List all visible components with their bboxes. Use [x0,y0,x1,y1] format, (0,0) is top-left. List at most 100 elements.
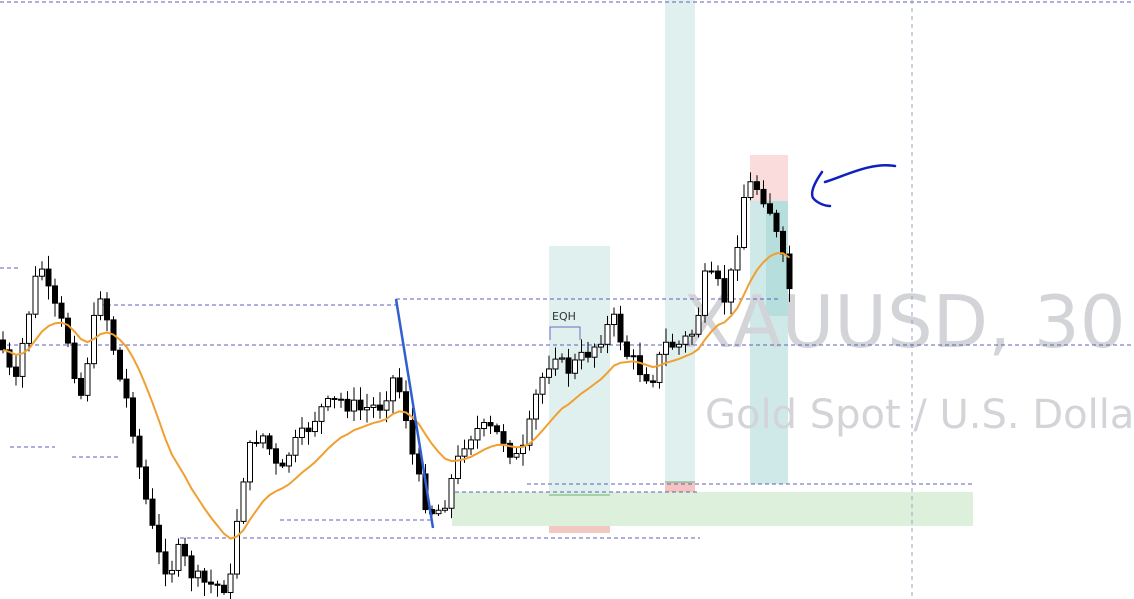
candle-body [45,268,52,287]
candle-body [364,407,370,411]
candle-body [136,435,143,468]
candle-body [123,378,130,399]
candle-body [656,353,663,383]
candle-body [448,478,455,509]
candle-body [0,339,6,351]
candle-body [637,355,643,376]
candle-body [533,393,539,420]
candle-body [396,377,403,393]
candle-body [546,368,552,378]
candle-body [676,343,682,348]
candle-body [760,188,767,205]
candle-body [786,253,793,290]
candle-body [585,351,591,358]
candle-body [552,358,559,370]
candle-body [331,397,338,400]
candle-body [598,343,604,348]
candle-body [117,349,123,380]
candle-body [292,436,299,456]
candle-body [130,397,136,437]
candle-body [780,230,786,255]
candle-body [71,342,78,379]
candle-body [338,398,344,401]
candle-body [624,341,630,357]
candle-body [728,269,734,303]
candle-body [617,313,624,343]
candle-body [299,427,305,438]
candle-body [266,435,273,450]
candle-body [435,509,442,515]
candle-body [578,351,585,361]
candle-body [650,380,656,383]
candle-body [221,584,227,594]
candle-body [39,268,45,277]
candle-body [149,498,156,526]
candle-body [572,359,578,374]
candle-body [390,377,396,402]
candle-body [520,444,526,455]
candle-body [487,422,494,427]
candles [0,172,793,599]
candle-body [604,324,611,345]
candle-body [565,357,572,374]
candle-body [494,425,500,433]
candle-body [208,581,214,585]
candle-body [734,246,741,271]
zone-red [750,155,788,201]
candle-body [773,212,780,232]
candle-body [708,270,715,273]
candle-body [260,435,266,444]
trend-line [394,298,435,529]
eqh-label: EQH [552,310,576,323]
candle-body [240,481,247,522]
candle-body [97,298,104,316]
candle-body [559,357,565,360]
candle-body [715,270,721,280]
candle-body [747,181,754,199]
eqh-bracket [549,326,581,340]
candle-body [201,570,208,583]
candle-body [507,442,513,458]
candle-body [227,573,234,594]
candle-body [195,570,201,579]
candle-body [312,420,318,433]
candle-body [325,397,331,408]
candle-body [52,285,58,304]
candle-body [6,349,13,368]
candle-body [214,583,221,586]
candle-body [409,420,416,455]
candle-body [669,341,676,348]
zone-teal [665,0,695,482]
candle-body [500,431,507,444]
candle-body [175,543,182,571]
candle-body [591,346,598,358]
watermark-symbol: XAUUSD, 30 [683,280,1126,364]
candle-body [13,366,19,377]
candle-body [630,355,637,358]
candle-body [513,453,520,458]
candle-body [539,376,546,395]
candle-body [403,391,409,422]
candle-body [357,399,364,411]
candle-body [741,197,747,248]
zone-teal [549,246,610,495]
watermark-description: Gold Spot / U.S. Dolla [705,392,1134,438]
candle-body [32,275,39,315]
candle-body [143,466,149,500]
candle-body [253,441,260,444]
candle-body [344,398,351,412]
candle-body [526,418,533,446]
candle-body [377,404,383,411]
candle-body [682,335,689,345]
candle-body [156,524,162,553]
candle-body [455,455,461,480]
candle-body [169,569,175,575]
candle-body [188,555,195,579]
candle-body [643,374,650,382]
candle-body [78,377,84,396]
candle-body [247,441,253,483]
candle-body [695,314,702,335]
candle-body [104,298,110,321]
zone-green [452,492,973,526]
candle-body [351,399,357,412]
